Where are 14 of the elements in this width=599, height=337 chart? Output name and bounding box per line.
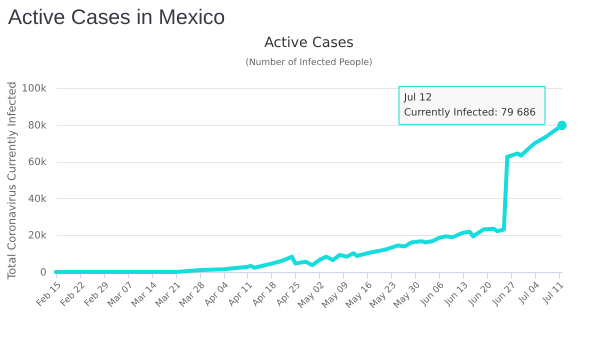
y-tick-label: 0: [40, 268, 46, 278]
y-tick-label: 60k: [28, 157, 47, 168]
x-tick-label: Jun 27: [490, 280, 518, 308]
y-tick-label: 20k: [28, 230, 47, 242]
x-tick-label: Jul 04: [516, 280, 542, 306]
y-tick-label: 40k: [28, 194, 47, 205]
text: (Number of Infected People): [245, 58, 373, 68]
y-axis-title: Total Coronavirus Currently Infected: [6, 82, 19, 280]
x-tick-label: Jul 11: [540, 280, 566, 306]
chart-title: Active Cases in Mexico: [7, 5, 226, 31]
y-tick-label: 100k: [22, 84, 47, 94]
chart-subtitle: Active Cases: [264, 35, 354, 52]
annotation: Jul 12 Currently Infected: 79 686: [403, 92, 536, 118]
y-tick-label: 80k: [28, 120, 47, 132]
